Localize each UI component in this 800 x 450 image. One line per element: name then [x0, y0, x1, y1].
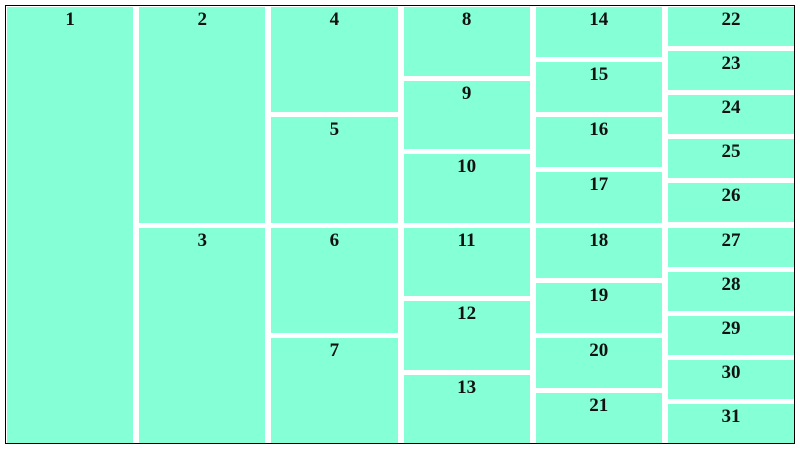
box-17: 17 — [535, 172, 662, 223]
box-5: 5 — [271, 117, 398, 223]
box-22: 22 — [667, 7, 795, 47]
box-12: 12 — [403, 301, 530, 370]
box-24: 24 — [667, 95, 795, 135]
box-15: 15 — [535, 62, 662, 113]
column-1: 1 — [7, 7, 134, 443]
box-26: 26 — [667, 183, 795, 223]
box-16: 16 — [535, 117, 662, 168]
box-2: 2 — [139, 7, 266, 223]
box-18: 18 — [535, 227, 662, 278]
box-31: 31 — [667, 403, 795, 443]
top-group: 8 9 10 — [403, 7, 530, 223]
box-25: 25 — [667, 139, 795, 179]
bottom-group: 18 19 20 21 — [535, 227, 662, 443]
box-21: 21 — [535, 392, 662, 443]
box-10: 10 — [403, 154, 530, 223]
top-group: 2 — [139, 7, 266, 223]
bottom-group: 11 12 13 — [403, 227, 530, 443]
box-6: 6 — [271, 227, 398, 333]
box-4: 4 — [271, 7, 398, 113]
box-28: 28 — [667, 271, 795, 311]
top-group: 22 23 24 25 26 — [667, 7, 795, 223]
column-5: 14 15 16 17 18 19 20 21 — [535, 7, 662, 443]
box-23: 23 — [667, 51, 795, 91]
bottom-group: 3 — [139, 227, 266, 443]
box-20: 20 — [535, 337, 662, 388]
diagram-frame: 1 2 3 4 5 6 7 8 9 10 11 12 13 14 15 16 17 18 19 20 21 22 23 24 2… — [5, 5, 795, 444]
box-3: 3 — [139, 227, 266, 443]
top-group: 14 15 16 17 — [535, 7, 662, 223]
box-27: 27 — [667, 227, 795, 267]
column-6: 22 23 24 25 26 27 28 29 30 31 — [667, 7, 795, 444]
column-4: 8 9 10 11 12 13 — [403, 7, 530, 443]
columns: 1 2 3 4 5 6 7 8 9 10 11 12 13 14 15 16 17 18 19 20 21 22 23 24 2… — [7, 7, 795, 444]
box-19: 19 — [535, 282, 662, 333]
box-9: 9 — [403, 80, 530, 149]
box-14: 14 — [535, 7, 662, 58]
box-7: 7 — [271, 337, 398, 443]
box-30: 30 — [667, 359, 795, 399]
box-29: 29 — [667, 315, 795, 355]
bottom-group: 27 28 29 30 31 — [667, 227, 795, 444]
box-1: 1 — [7, 7, 134, 443]
box-8: 8 — [403, 7, 530, 76]
box-13: 13 — [403, 374, 530, 443]
top-group: 1 — [7, 7, 134, 443]
box-11: 11 — [403, 227, 530, 296]
